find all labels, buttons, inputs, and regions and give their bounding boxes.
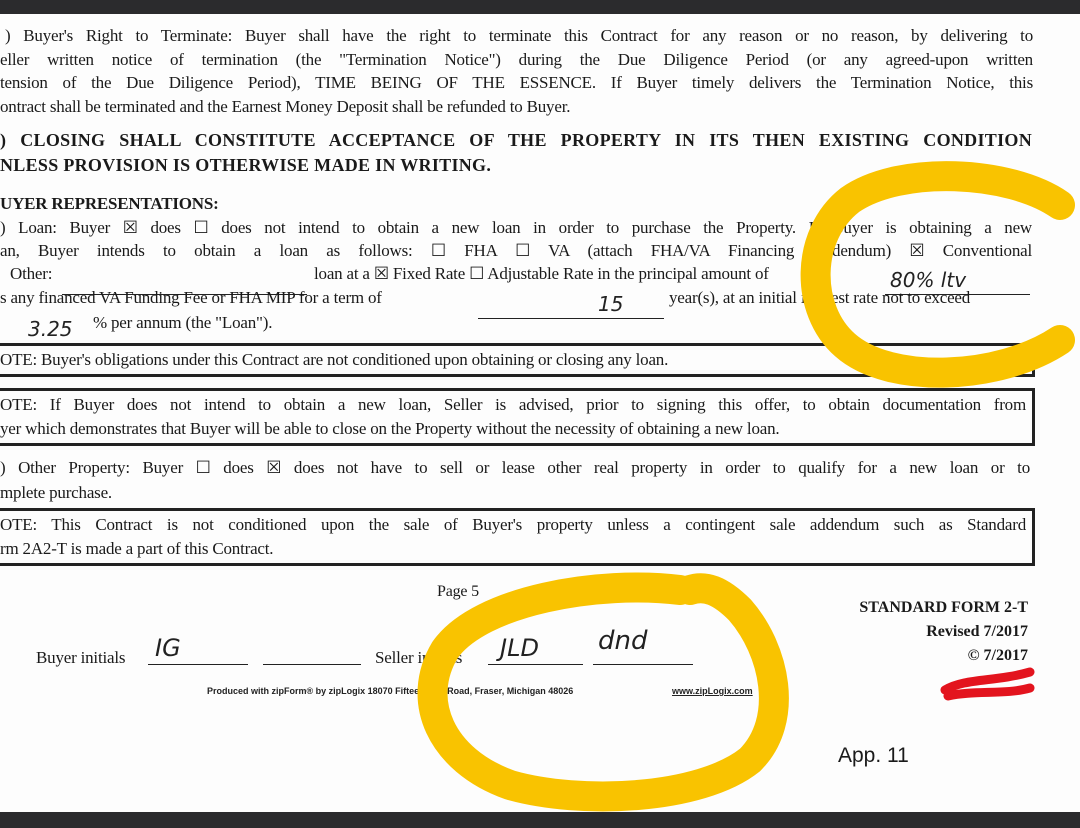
buyer-initials-field-1[interactable]	[148, 664, 248, 665]
note-box-1: OTE: Buyer's obligations under this Cont…	[0, 343, 1035, 377]
note-3-line-1: OTE: This Contract is not conditioned up…	[0, 515, 1026, 534]
closing-line-2: NLESS PROVISION IS OTHERWISE MADE IN WRI…	[0, 155, 492, 175]
seller-initials-field-1[interactable]	[488, 664, 583, 665]
loan-line-3: loan at a ☒ Fixed Rate ☐ Adjustable Rate…	[314, 264, 769, 283]
loan-other-field[interactable]	[62, 294, 307, 295]
buyer-initials-label: Buyer initials	[36, 648, 126, 667]
loan-other-label: Other:	[10, 264, 53, 283]
loan-line-6: % per annum (the "Loan").	[93, 313, 273, 332]
terminate-line-3: tension of the Due Diligence Period), TI…	[0, 73, 1033, 92]
note-box-3: OTE: This Contract is not conditioned up…	[0, 508, 1035, 566]
note-3-line-2: rm 2A2-T is made a part of this Contract…	[0, 539, 274, 558]
seller-initials-field-2[interactable]	[593, 664, 693, 665]
form-copyright: © 7/2017	[967, 647, 1028, 664]
loan-line-2: an, Buyer intends to obtain a loan as fo…	[0, 241, 1032, 260]
loan-rate-handwritten: 3.25	[28, 317, 73, 341]
loan-term-field[interactable]	[478, 318, 664, 319]
form-name: STANDARD FORM 2-T	[859, 599, 1028, 616]
note-box-2: OTE: If Buyer does not intend to obtain …	[0, 388, 1035, 446]
seller-initials-handwritten-1: JLD	[500, 634, 539, 662]
produced-with-text: Produced with zipForm® by zipLogix 18070…	[207, 686, 574, 696]
terminate-line-4: ontract shall be terminated and the Earn…	[0, 97, 571, 116]
appendix-label: App. 11	[838, 744, 909, 767]
form-revised: Revised 7/2017	[926, 623, 1028, 640]
loan-line-5: year(s), at an initial interest rate not…	[669, 288, 971, 307]
loan-line-1: ) Loan: Buyer ☒ does ☐ does not intend t…	[0, 218, 1032, 237]
seller-initials-handwritten-2: dnd	[598, 626, 648, 656]
note-2-line-2: yer which demonstrates that Buyer will b…	[0, 419, 780, 438]
other-property-line-2: mplete purchase.	[0, 483, 112, 502]
other-property-line-1: ) Other Property: Buyer ☐ does ☒ does no…	[0, 458, 1030, 477]
buyer-reps-heading: UYER REPRESENTATIONS:	[0, 194, 219, 213]
page-number: Page 5	[437, 583, 479, 600]
terminate-line-1: ) Buyer's Right to Terminate: Buyer shal…	[5, 26, 1033, 45]
document-page: ) Buyer's Right to Terminate: Buyer shal…	[0, 14, 1080, 812]
note-2-line-1: OTE: If Buyer does not intend to obtain …	[0, 395, 1026, 414]
loan-term-handwritten: 15	[598, 292, 624, 316]
note-1: OTE: Buyer's obligations under this Cont…	[0, 350, 669, 369]
buyer-initials-handwritten: IG	[155, 634, 181, 662]
closing-line-1: ) CLOSING SHALL CONSTITUTE ACCEPTANCE OF…	[0, 130, 1032, 150]
produced-url-link[interactable]: www.zipLogix.com	[672, 686, 753, 696]
buyer-initials-field-2[interactable]	[263, 664, 361, 665]
loan-line-4: s any financed VA Funding Fee or FHA MIP…	[0, 288, 382, 307]
terminate-line-2: eller written notice of termination (the…	[0, 50, 1033, 69]
seller-initials-label: Seller initials	[375, 648, 463, 667]
